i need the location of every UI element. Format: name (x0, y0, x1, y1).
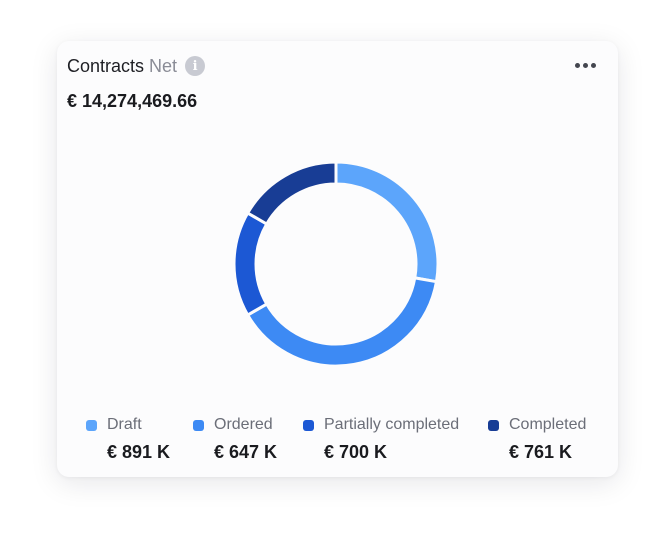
more-dot (583, 63, 588, 68)
donut-chart (232, 160, 440, 368)
legend-item-completed: Completed € 761 K (488, 413, 586, 463)
legend-label: Ordered (214, 416, 273, 433)
total-amount: € 14,274,469.66 (67, 91, 198, 111)
more-dot (575, 63, 580, 68)
legend-item-ordered: Ordered € 647 K (193, 413, 277, 463)
widget-title: Contracts (67, 55, 145, 76)
legend-swatch-completed (488, 419, 499, 431)
legend-value: € 700 K (324, 442, 388, 462)
legend-value: € 647 K (214, 442, 278, 462)
legend-swatch-draft (86, 419, 97, 431)
info-icon[interactable]: i (185, 56, 206, 76)
legend-value: € 761 K (509, 442, 573, 462)
legend-swatch-partially-completed (303, 419, 314, 431)
donut-slice-ordered[interactable] (245, 276, 439, 368)
donut-slice-completed[interactable] (245, 160, 338, 227)
widget-title-suffix: Net (149, 55, 178, 76)
legend-item-draft: Draft € 891 K (86, 413, 170, 463)
more-horizontal-icon[interactable] (573, 61, 598, 70)
widget-header: Contracts Net i (67, 55, 206, 77)
donut-slice-draft[interactable] (334, 160, 440, 284)
legend-value: € 891 K (107, 442, 171, 462)
legend-item-partially-completed: Partially completed € 700 K (303, 413, 459, 463)
legend-label: Partially completed (324, 416, 460, 433)
donut-slice-partially-completed[interactable] (232, 210, 269, 318)
more-dot (591, 63, 596, 68)
legend-label: Draft (107, 416, 142, 433)
legend-swatch-ordered (193, 419, 204, 431)
legend-label: Completed (509, 416, 587, 433)
contracts-net-widget: Contracts Net i € 14,274,469.66 Draft € … (57, 41, 618, 477)
